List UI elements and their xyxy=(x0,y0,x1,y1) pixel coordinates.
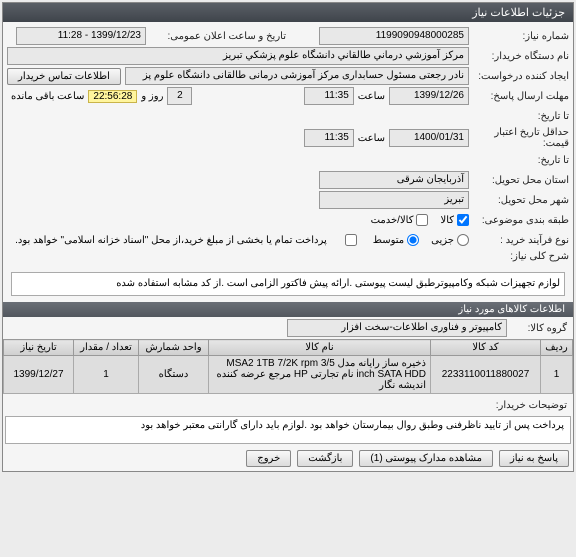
col-qty: تعداد / مقدار xyxy=(74,340,139,356)
continue-button[interactable]: پاسخ به نیاز xyxy=(499,450,569,467)
saat-label-2: ساعت xyxy=(354,133,389,144)
budget-kala-option[interactable]: کالا xyxy=(440,214,469,226)
send-deadline-label: مهلت ارسال پاسخ: xyxy=(469,91,569,102)
main-panel: جزئیات اطلاعات نیاز شماره نیاز: 11990909… xyxy=(2,2,574,472)
announce-label: تاریخ و ساعت اعلان عمومی: xyxy=(146,31,286,42)
proc-type-label: نوع فرآیند خرید : xyxy=(469,235,569,246)
col-code: کد کالا xyxy=(431,340,541,356)
budget-label: طبقه بندی موضوعی: xyxy=(469,215,569,226)
cell-qty: 1 xyxy=(74,356,139,394)
deliver-prov-label: استان محل تحویل: xyxy=(469,175,569,186)
niaz-no-field: 1199090948000285 xyxy=(319,27,469,45)
items-table: ردیف کد کالا نام کالا واحد شمارش تعداد /… xyxy=(3,339,573,394)
budget-radio-group: کالا کالا/خدمت xyxy=(371,214,469,226)
cell-code: 2233110011880027 xyxy=(431,356,541,394)
pay-note-text: پرداخت تمام یا بخشی از مبلغ خرید،از محل … xyxy=(15,235,333,246)
exit-button[interactable]: خروج xyxy=(246,450,291,467)
from-date-label: تا تاریخ: xyxy=(469,111,569,122)
cell-name: ذخیره ساز رایانه مدل MSA2 1TB 7/2K rpm 3… xyxy=(209,356,431,394)
group-label: گروه کالا: xyxy=(507,323,567,334)
buyer-org-label: نام دستگاه خریدار: xyxy=(469,51,569,62)
proc-jozi-option[interactable]: جزیی xyxy=(431,234,469,246)
to-date-label: تا تاریخ: xyxy=(469,155,569,166)
validity-date: 1400/01/31 xyxy=(389,129,469,147)
col-row: ردیف xyxy=(541,340,573,356)
deliver-city-field: تبریز xyxy=(319,191,469,209)
countdown-timer: 22:56:28 xyxy=(88,90,137,103)
keywords-label: شرح کلی نیاز: xyxy=(469,251,569,262)
items-header: اطلاعات کالاهای مورد نیاز xyxy=(3,302,573,317)
budget-khadamat-option[interactable]: کالا/خدمت xyxy=(371,214,429,226)
attachments-button[interactable]: مشاهده مدارک پیوستی (1) xyxy=(359,450,493,467)
budget-kala-label: کالا xyxy=(440,215,454,226)
send-deadline-date: 1399/12/26 xyxy=(389,87,469,105)
pay-note-checkbox[interactable] xyxy=(345,234,357,246)
niaz-no-label: شماره نیاز: xyxy=(469,31,569,42)
col-date: تاریخ نیاز xyxy=(4,340,74,356)
validity-label: حداقل تاریخ اعتبار قیمت: xyxy=(469,127,569,149)
buyer-note-label: توضیحات خریدار: xyxy=(467,400,567,411)
deliver-prov-field: آذربایجان شرقی xyxy=(319,171,469,189)
table-row[interactable]: 1 2233110011880027 ذخیره ساز رایانه مدل … xyxy=(4,356,573,394)
validity-time: 11:35 xyxy=(304,129,354,147)
creator-field: نادر رجعتی مسئول حسابداری مرکز آموزشی در… xyxy=(125,67,469,85)
cell-unit: دستگاه xyxy=(139,356,209,394)
col-unit: واحد شمارش xyxy=(139,340,209,356)
days-remaining: 2 xyxy=(167,87,192,105)
budget-kala-checkbox[interactable] xyxy=(457,214,469,226)
keywords-box: لوازم تجهیزات شبکه وکامپیوترطبق لیست پیو… xyxy=(11,272,565,296)
buyer-org-field: مرکز آموزشي درماني طالقاني دانشگاه علوم … xyxy=(7,47,469,65)
group-field: کامپیوتر و فناوری اطلاعات-سخت افزار xyxy=(287,319,507,337)
budget-khadamat-label: کالا/خدمت xyxy=(371,215,414,226)
announce-field: 1399/12/23 - 11:28 xyxy=(16,27,146,45)
creator-label: ایجاد کننده درخواست: xyxy=(469,71,569,82)
saat-label-1: ساعت xyxy=(354,91,389,102)
send-deadline-time: 11:35 xyxy=(304,87,354,105)
contact-button[interactable]: اطلاعات تماس خریدار xyxy=(7,68,121,85)
proc-radio-group: جزیی متوسط xyxy=(373,234,469,246)
proc-motavaset-radio[interactable] xyxy=(407,234,419,246)
col-name: نام کالا xyxy=(209,340,431,356)
budget-khadamat-checkbox[interactable] xyxy=(416,214,428,226)
buyer-note-box: پرداخت پس از تایید ناظرفنی وطبق روال بیم… xyxy=(5,416,571,444)
proc-motavaset-label: متوسط xyxy=(373,235,404,246)
back-button[interactable]: بازگشت xyxy=(297,450,353,467)
deliver-city-label: شهر محل تحویل: xyxy=(469,195,569,206)
days-label: روز و xyxy=(137,91,167,102)
form-body: شماره نیاز: 1199090948000285 تاریخ و ساع… xyxy=(3,22,573,302)
cell-row: 1 xyxy=(541,356,573,394)
remain-label: ساعت باقی مانده xyxy=(7,91,88,102)
pay-note-option[interactable]: پرداخت تمام یا بخشی از مبلغ خرید،از محل … xyxy=(15,234,357,246)
proc-motavaset-option[interactable]: متوسط xyxy=(373,234,419,246)
proc-jozi-radio[interactable] xyxy=(457,234,469,246)
cell-date: 1399/12/27 xyxy=(4,356,74,394)
proc-jozi-label: جزیی xyxy=(431,235,454,246)
items-header-row: ردیف کد کالا نام کالا واحد شمارش تعداد /… xyxy=(4,340,573,356)
button-row: پاسخ به نیاز مشاهده مدارک پیوستی (1) باز… xyxy=(3,446,573,471)
panel-title: جزئیات اطلاعات نیاز xyxy=(3,3,573,22)
